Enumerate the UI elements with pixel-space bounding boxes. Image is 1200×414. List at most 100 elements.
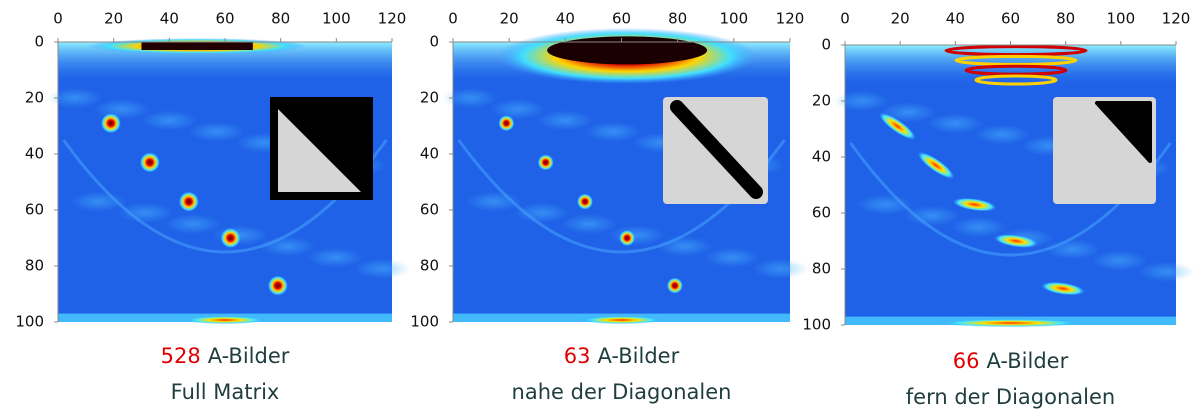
y-tick-label: 0: [34, 33, 44, 51]
y-tick-label: 0: [821, 36, 831, 54]
caption-description: fern der Diagonalen: [906, 385, 1115, 409]
texture: [354, 258, 411, 279]
surface-ring: [974, 74, 1058, 86]
texture: [585, 121, 642, 142]
caption-label: A-Bilder: [987, 349, 1069, 373]
matrix-icon-diagonal: [670, 100, 763, 199]
texture: [704, 247, 761, 268]
x-tick-label: 20: [891, 10, 910, 28]
y-tick-label: 20: [812, 92, 831, 110]
surface-ring: [954, 54, 1078, 66]
texture: [212, 225, 269, 246]
reflector: [498, 115, 515, 132]
texture: [903, 205, 960, 226]
x-tick-label: 40: [556, 10, 575, 28]
surface-core: [141, 42, 253, 50]
texture: [537, 110, 594, 131]
reflector: [267, 275, 288, 296]
matrix-icon-far: [1095, 101, 1152, 163]
x-tick-label: 80: [1056, 10, 1075, 28]
x-tick-label: 0: [53, 10, 63, 28]
reflector: [220, 228, 241, 248]
texture: [513, 202, 570, 223]
x-tick-label: 120: [1162, 10, 1191, 28]
y-tick-label: 40: [812, 148, 831, 166]
image-count: 66: [953, 349, 980, 373]
x-tick-label: 0: [840, 10, 850, 28]
y-tick-label: 60: [812, 204, 831, 222]
x-tick-label: 80: [271, 10, 290, 28]
y-tick-label: 100: [802, 316, 831, 334]
reflector: [139, 152, 160, 173]
texture: [974, 124, 1031, 145]
texture: [950, 217, 1007, 237]
reflector: [178, 191, 199, 212]
texture: [188, 121, 245, 142]
y-tick-label: 80: [25, 257, 44, 275]
texture: [656, 236, 713, 257]
texture: [833, 91, 890, 111]
image-count: 528: [161, 344, 201, 368]
y-tick-label: 100: [15, 313, 44, 331]
surface-ring: [964, 64, 1068, 76]
texture: [752, 258, 809, 279]
x-tick-label: 20: [104, 10, 123, 28]
bottom-reflection: [581, 316, 662, 325]
reflector: [666, 277, 683, 294]
caption-description: Full Matrix: [171, 380, 280, 404]
texture: [117, 202, 174, 223]
x-tick-label: 60: [1001, 10, 1020, 28]
texture: [259, 236, 316, 257]
y-tick-label: 0: [429, 33, 439, 51]
bottom-reflection: [185, 316, 265, 325]
reflector: [537, 154, 554, 171]
x-tick-label: 0: [448, 10, 458, 28]
x-tick-label: 80: [668, 10, 687, 28]
x-tick-label: 120: [378, 10, 407, 28]
reflector: [994, 234, 1038, 248]
x-tick-label: 20: [500, 10, 519, 28]
panel: 0 20 40 60 80 100 120 0 20 40 60 80 100 66 A-Bilder fer…: [802, 10, 1195, 409]
x-tick-label: 60: [215, 10, 234, 28]
matrix-icon-lower: [278, 109, 361, 192]
surface-ring: [944, 45, 1088, 57]
y-tick-label: 100: [410, 313, 439, 331]
panel: 0 20 40 60 80 100 120 0 20 40 60 80 100 63 A-Bilder nah…: [410, 10, 809, 404]
texture: [306, 247, 363, 268]
texture: [1091, 250, 1148, 271]
caption-line: 63 A-Bilder: [564, 344, 680, 368]
texture: [489, 99, 546, 120]
y-tick-label: 20: [420, 89, 439, 107]
surface-core: [547, 36, 708, 65]
image-count: 63: [564, 344, 591, 368]
texture: [164, 214, 221, 234]
reflector: [619, 230, 636, 246]
caption-line: 528 A-Bilder: [161, 344, 290, 368]
reflector: [952, 197, 997, 212]
texture: [927, 113, 984, 134]
texture: [1138, 261, 1195, 282]
y-tick-label: 80: [420, 257, 439, 275]
texture: [46, 88, 103, 108]
caption-label: A-Bilder: [598, 344, 680, 368]
x-tick-label: 100: [322, 10, 351, 28]
bottom-reflection: [940, 319, 1081, 328]
ultrasound-image: [833, 45, 1195, 328]
texture: [1044, 239, 1101, 260]
x-tick-label: 40: [160, 10, 179, 28]
caption-description: nahe der Diagonalen: [512, 380, 732, 404]
panels: 0 20 40 60 80 100 120 0 20 40 60 80 100 528 A-Bilder Fu…: [15, 10, 1195, 409]
reflector: [100, 113, 121, 134]
x-tick-label: 100: [1107, 10, 1136, 28]
caption-line: 66 A-Bilder: [953, 349, 1069, 373]
x-tick-label: 60: [612, 10, 631, 28]
x-tick-label: 40: [946, 10, 965, 28]
ultrasound-image: [441, 28, 809, 325]
reflector: [917, 151, 955, 179]
panel: 0 20 40 60 80 100 120 0 20 40 60 80 100 528 A-Bilder Fu…: [15, 10, 411, 404]
ultrasound-image: [46, 38, 411, 325]
reflector: [879, 112, 916, 140]
reflector: [1041, 281, 1085, 296]
texture: [94, 99, 151, 120]
